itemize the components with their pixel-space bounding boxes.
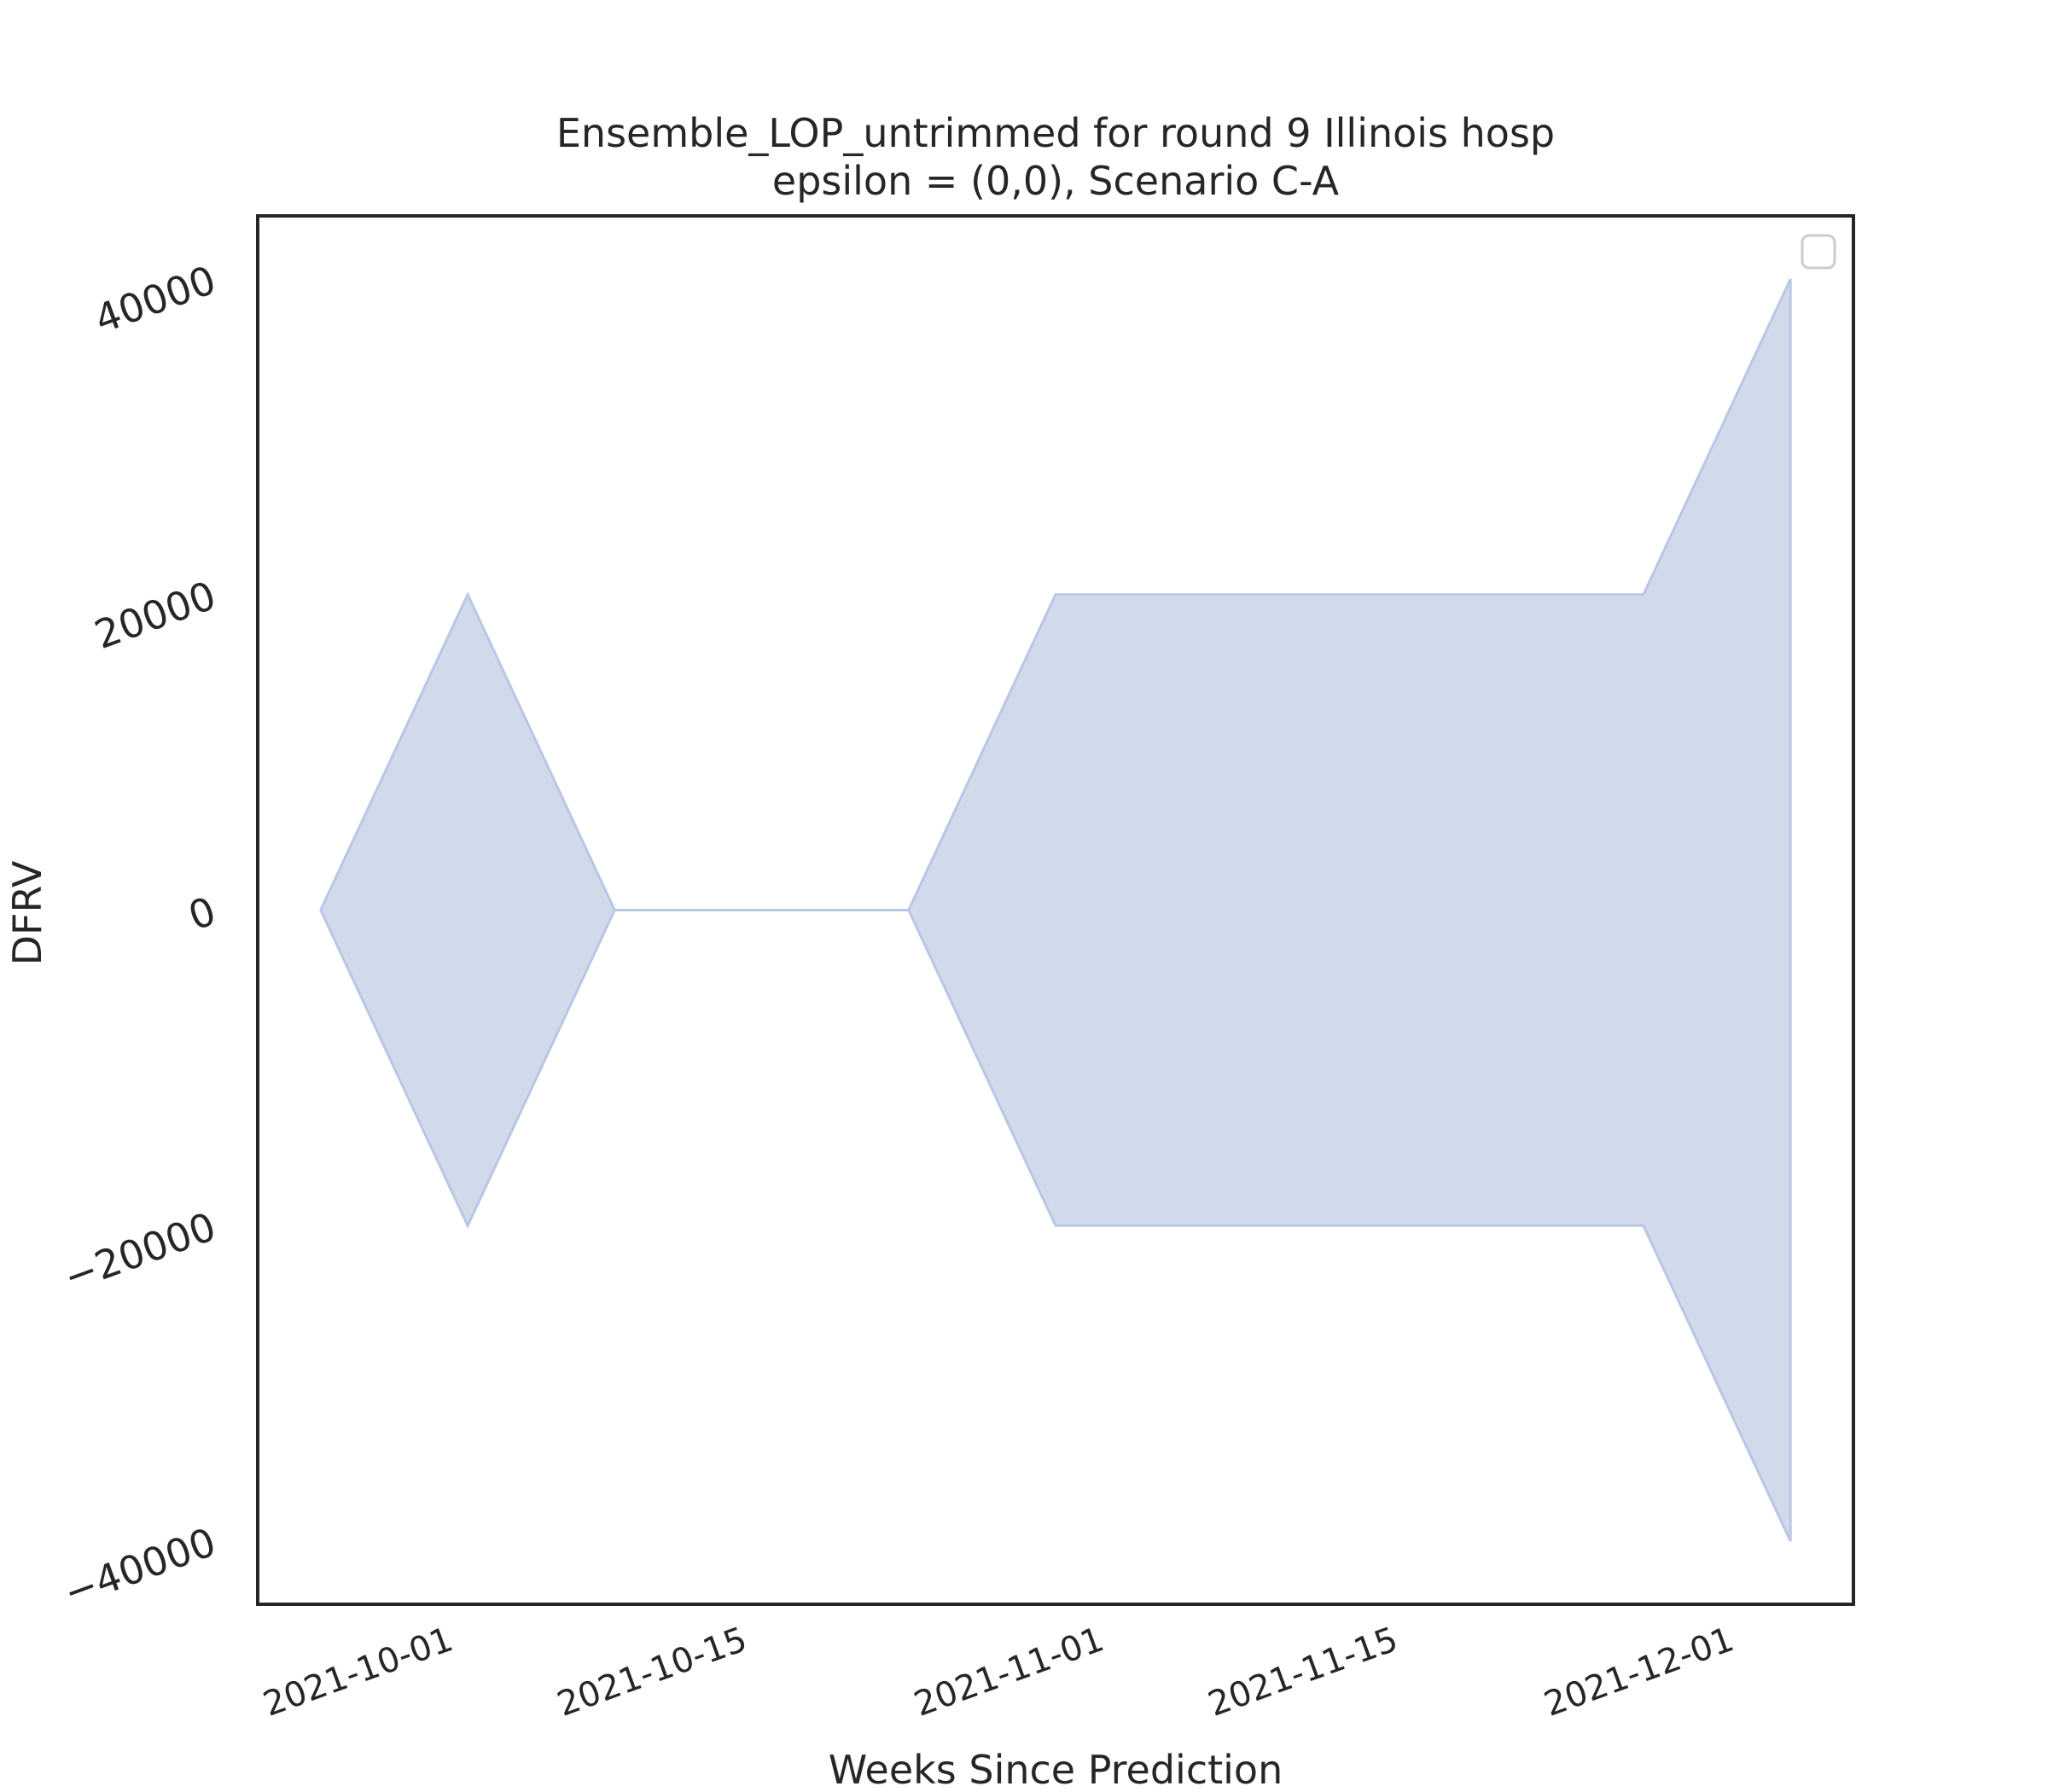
y-tick-label: −20000: [58, 1203, 222, 1300]
x-tick-label: 2021-12-01: [1539, 1620, 1739, 1725]
x-axis-label: Weeks Since Prediction: [829, 1747, 1283, 1792]
x-tick-label: 2021-10-15: [552, 1620, 752, 1725]
legend-box: [1801, 234, 1836, 270]
x-tick-label: 2021-11-01: [909, 1620, 1108, 1725]
y-tick-label: −40000: [58, 1519, 222, 1616]
plot-frame: [256, 214, 1855, 1606]
chart-title: Ensemble_LOP_untrimmed for round 9 Illin…: [556, 110, 1555, 156]
x-tick-label: 2021-10-01: [259, 1620, 458, 1725]
y-axis-ticks: −40000 −20000 0 20000 40000: [58, 257, 222, 1616]
y-tick-label: 0: [183, 887, 222, 940]
x-tick-label: 2021-11-15: [1203, 1620, 1403, 1725]
y-tick-label: 20000: [89, 572, 222, 658]
y-tick-label: 40000: [89, 257, 222, 343]
plot-area: [319, 278, 1792, 1542]
y-axis-label: DFRV: [4, 860, 50, 965]
x-axis-ticks: 2021-10-01 2021-10-15 2021-11-01 2021-11-15…: [259, 1620, 1739, 1725]
interval-band: [319, 278, 1792, 1542]
chart-subtitle: epsilon = (0,0), Scenario C-A: [772, 158, 1340, 204]
